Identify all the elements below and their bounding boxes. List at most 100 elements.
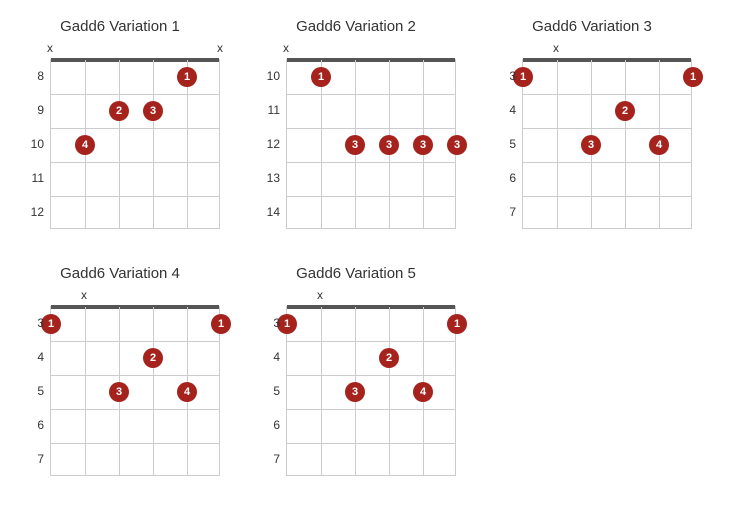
- finger-dot: 2: [143, 348, 163, 368]
- chord-title: Gadd6 Variation 1: [20, 18, 220, 35]
- fret-number: 13: [256, 171, 280, 185]
- string-line: [557, 60, 558, 228]
- fret-line: [523, 128, 691, 129]
- fret-line: [287, 409, 455, 410]
- fret-number: 6: [256, 418, 280, 432]
- chord-diagram: x1123434567: [492, 43, 692, 241]
- chord-title: Gadd6 Variation 4: [20, 265, 220, 282]
- fret-line: [51, 443, 219, 444]
- fret-number: 6: [20, 418, 44, 432]
- fret-line: [287, 162, 455, 163]
- chord-diagram: x1123434567: [20, 290, 220, 488]
- nut: [287, 305, 455, 309]
- finger-dot: 1: [211, 314, 231, 334]
- fret-line: [523, 94, 691, 95]
- finger-dot: 3: [345, 135, 365, 155]
- finger-dot: 1: [447, 314, 467, 334]
- finger-dot: 3: [379, 135, 399, 155]
- finger-dot: 2: [379, 348, 399, 368]
- finger-dot: 3: [143, 101, 163, 121]
- fret-number: 10: [20, 137, 44, 151]
- string-line: [389, 307, 390, 475]
- chord-card: Gadd6 Variation 2x133331011121314: [256, 18, 456, 241]
- fret-number: 3: [20, 316, 44, 330]
- string-line: [153, 60, 154, 228]
- string-line: [85, 307, 86, 475]
- chord-grid: Gadd6 Variation 1xx123489101112Gadd6 Var…: [20, 18, 740, 488]
- string-line: [625, 60, 626, 228]
- mute-marker: x: [217, 41, 223, 55]
- mute-row: x: [286, 290, 456, 304]
- finger-dot: 2: [615, 101, 635, 121]
- mute-marker: x: [553, 41, 559, 55]
- finger-dot: 3: [109, 382, 129, 402]
- chord-card: Gadd6 Variation 4x1123434567: [20, 265, 220, 488]
- fret-number: 9: [20, 103, 44, 117]
- mute-marker: x: [81, 288, 87, 302]
- fret-number: 6: [492, 171, 516, 185]
- fret-number: 5: [20, 384, 44, 398]
- fretboard: 1234: [50, 59, 220, 229]
- fret-line: [523, 196, 691, 197]
- chord-title: Gadd6 Variation 3: [492, 18, 692, 35]
- finger-dot: 1: [513, 67, 533, 87]
- fret-number: 5: [492, 137, 516, 151]
- fret-number: 7: [20, 452, 44, 466]
- finger-dot: 1: [683, 67, 703, 87]
- mute-row: x: [522, 43, 692, 57]
- finger-dot: 1: [277, 314, 297, 334]
- fret-line: [523, 162, 691, 163]
- finger-dot: 1: [41, 314, 61, 334]
- finger-dot: 4: [413, 382, 433, 402]
- finger-dot: 2: [109, 101, 129, 121]
- mute-row: x: [50, 290, 220, 304]
- fret-number: 11: [256, 103, 280, 117]
- chord-diagram: x133331011121314: [256, 43, 456, 241]
- fret-number: 4: [492, 103, 516, 117]
- fret-number: 5: [256, 384, 280, 398]
- fret-number: 11: [20, 171, 44, 185]
- mute-marker: x: [283, 41, 289, 55]
- fret-number: 3: [256, 316, 280, 330]
- finger-dot: 3: [413, 135, 433, 155]
- fret-line: [51, 375, 219, 376]
- finger-dot: 4: [649, 135, 669, 155]
- fret-line: [51, 128, 219, 129]
- fret-line: [51, 409, 219, 410]
- mute-marker: x: [317, 288, 323, 302]
- nut: [51, 305, 219, 309]
- finger-dot: 4: [177, 382, 197, 402]
- fret-number: 10: [256, 69, 280, 83]
- string-line: [321, 307, 322, 475]
- fret-line: [287, 443, 455, 444]
- mute-row: xx: [50, 43, 220, 57]
- nut: [51, 58, 219, 62]
- fret-number: 12: [256, 137, 280, 151]
- fret-number: 7: [492, 205, 516, 219]
- fret-line: [287, 128, 455, 129]
- fretboard: 11234: [50, 306, 220, 476]
- chord-diagram: xx123489101112: [20, 43, 220, 241]
- mute-marker: x: [47, 41, 53, 55]
- finger-dot: 3: [345, 382, 365, 402]
- chord-card: Gadd6 Variation 3x1123434567: [492, 18, 692, 241]
- finger-dot: 4: [75, 135, 95, 155]
- chord-title: Gadd6 Variation 5: [256, 265, 456, 282]
- fret-number: 8: [20, 69, 44, 83]
- fret-line: [51, 196, 219, 197]
- fret-line: [51, 341, 219, 342]
- finger-dot: 3: [581, 135, 601, 155]
- fret-number: 7: [256, 452, 280, 466]
- fretboard: 13333: [286, 59, 456, 229]
- fret-number: 4: [256, 350, 280, 364]
- fret-line: [287, 94, 455, 95]
- fretboard: 11234: [286, 306, 456, 476]
- fretboard: 11234: [522, 59, 692, 229]
- chord-card: Gadd6 Variation 5x1123434567: [256, 265, 456, 488]
- nut: [287, 58, 455, 62]
- fret-number: 4: [20, 350, 44, 364]
- finger-dot: 3: [447, 135, 467, 155]
- chord-diagram: x1123434567: [256, 290, 456, 488]
- string-line: [119, 60, 120, 228]
- fret-number: 12: [20, 205, 44, 219]
